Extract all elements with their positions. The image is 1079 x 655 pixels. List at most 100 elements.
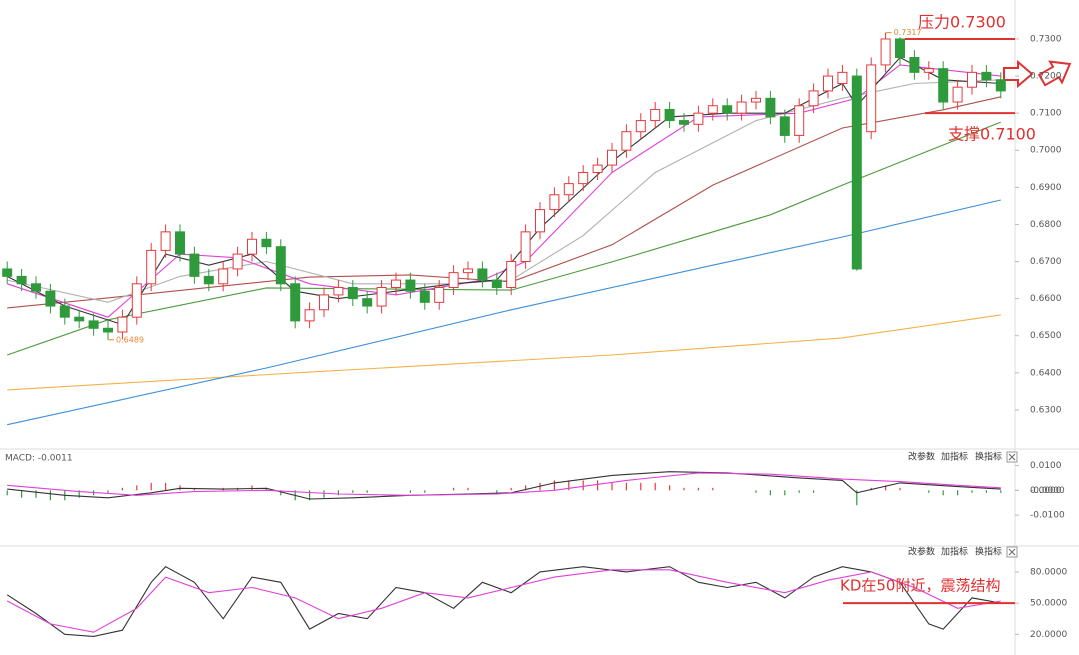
macd-bar (165, 482, 167, 491)
candle-body (909, 57, 920, 73)
candle-body (103, 327, 113, 333)
candle-body (866, 64, 877, 133)
candle-body (290, 283, 301, 322)
candle-body (506, 261, 517, 288)
y-tick-label: 20.0000 (1030, 630, 1067, 640)
candle-body (650, 108, 661, 122)
candle-body (477, 268, 488, 281)
y-tick-label: 50.0000 (1030, 599, 1067, 609)
candle-body (563, 183, 574, 196)
macd-bar (525, 485, 527, 491)
candle-body (823, 75, 833, 92)
macd-bar (957, 490, 959, 496)
candle-body (995, 79, 1006, 92)
toolbar-button[interactable]: 改参数 (908, 546, 935, 558)
macd-bar (899, 487, 901, 491)
candle-body (520, 231, 531, 263)
toolbar-button[interactable]: 加指标 (941, 546, 968, 558)
candle-body (160, 231, 171, 251)
candle-body (16, 275, 27, 285)
macd-bar (813, 490, 815, 493)
candle-body (967, 71, 977, 88)
macd-bar (784, 490, 786, 496)
candle-body (808, 90, 819, 107)
macd-bar (769, 490, 771, 496)
candle-body (2, 268, 13, 277)
toolbar-button[interactable]: 加指标 (941, 451, 968, 463)
candle-body (880, 38, 891, 66)
macd-bar (337, 490, 339, 496)
candle-body (607, 149, 617, 166)
macd-bar (985, 490, 987, 493)
candle-body (736, 101, 747, 114)
macd-bar (366, 490, 368, 493)
candle-body (333, 286, 344, 296)
candle-body (463, 268, 473, 274)
y-tick-label: 0.7200 (1030, 72, 1062, 82)
y-tick-label: 0.7300 (1030, 34, 1062, 44)
candle-body (592, 164, 603, 174)
candle-body (131, 283, 142, 318)
y-tick-label: 0.6900 (1030, 183, 1062, 193)
arrow-icon (1003, 59, 1034, 89)
candle-body (491, 279, 502, 288)
macd-bar (510, 487, 512, 491)
y-tick-label: 80.0000 (1030, 567, 1067, 577)
close-icon (1008, 548, 1016, 556)
candle-body (794, 105, 805, 136)
macd-bar (21, 490, 23, 498)
candle-body (88, 320, 99, 329)
macd-bar (697, 487, 699, 491)
macd-bar (121, 487, 123, 491)
toolbar-button[interactable]: 换指标 (975, 546, 1002, 558)
kd-line (6, 569, 1001, 633)
candle-body (434, 286, 445, 303)
macd-bar (885, 485, 887, 491)
level-label: 支撑0.7100 (948, 125, 1036, 144)
macd-bar (942, 490, 944, 496)
candle-body (722, 105, 733, 114)
candle-body (175, 231, 185, 255)
y-tick-label: 0.0000 (1030, 486, 1062, 496)
macd-bar (568, 480, 570, 491)
candle-body (347, 286, 358, 300)
y-tick-label: -0.0100 (1030, 511, 1065, 521)
y-tick-label: 0.6800 (1030, 220, 1062, 230)
macd-bar (712, 487, 714, 491)
candle-body (578, 172, 589, 185)
y-tick-label: 0.0100 (1030, 461, 1062, 471)
candle-body (923, 68, 934, 73)
macd-bar (107, 490, 109, 493)
candle-body (189, 253, 200, 277)
candle-body (45, 290, 56, 307)
macd-bar (582, 480, 584, 491)
y-tick-label: 0.7000 (1030, 146, 1062, 156)
y-tick-label: 0.6700 (1030, 257, 1062, 267)
candle-body (232, 253, 243, 270)
y-tick-label: 0.6500 (1030, 331, 1062, 341)
close-icon (1008, 453, 1016, 461)
candle-body (693, 112, 704, 125)
candle-body (391, 279, 401, 288)
level-label: 压力0.7300 (918, 12, 1006, 31)
macd-bar (553, 480, 555, 491)
macd-bar (280, 490, 282, 496)
candle-body (218, 268, 229, 285)
candle-body (952, 86, 963, 103)
candle-body (304, 309, 315, 322)
kd-line (6, 566, 1001, 637)
candle-body (448, 272, 459, 288)
candle-body (679, 120, 689, 125)
macd-bar (755, 490, 757, 493)
toolbar-button[interactable]: 换指标 (975, 451, 1002, 463)
macd-bar (136, 485, 138, 491)
macd-bar (6, 490, 8, 496)
candle-body (117, 316, 128, 333)
toolbar-button[interactable]: 改参数 (908, 451, 935, 463)
y-tick-label: 0.6300 (1030, 405, 1062, 415)
macd-bar (424, 490, 426, 493)
macd-bar (150, 482, 152, 491)
level-label: KD在50附近，震荡结构 (840, 577, 1000, 595)
macd-bar (49, 490, 51, 501)
candle-body (203, 275, 214, 285)
